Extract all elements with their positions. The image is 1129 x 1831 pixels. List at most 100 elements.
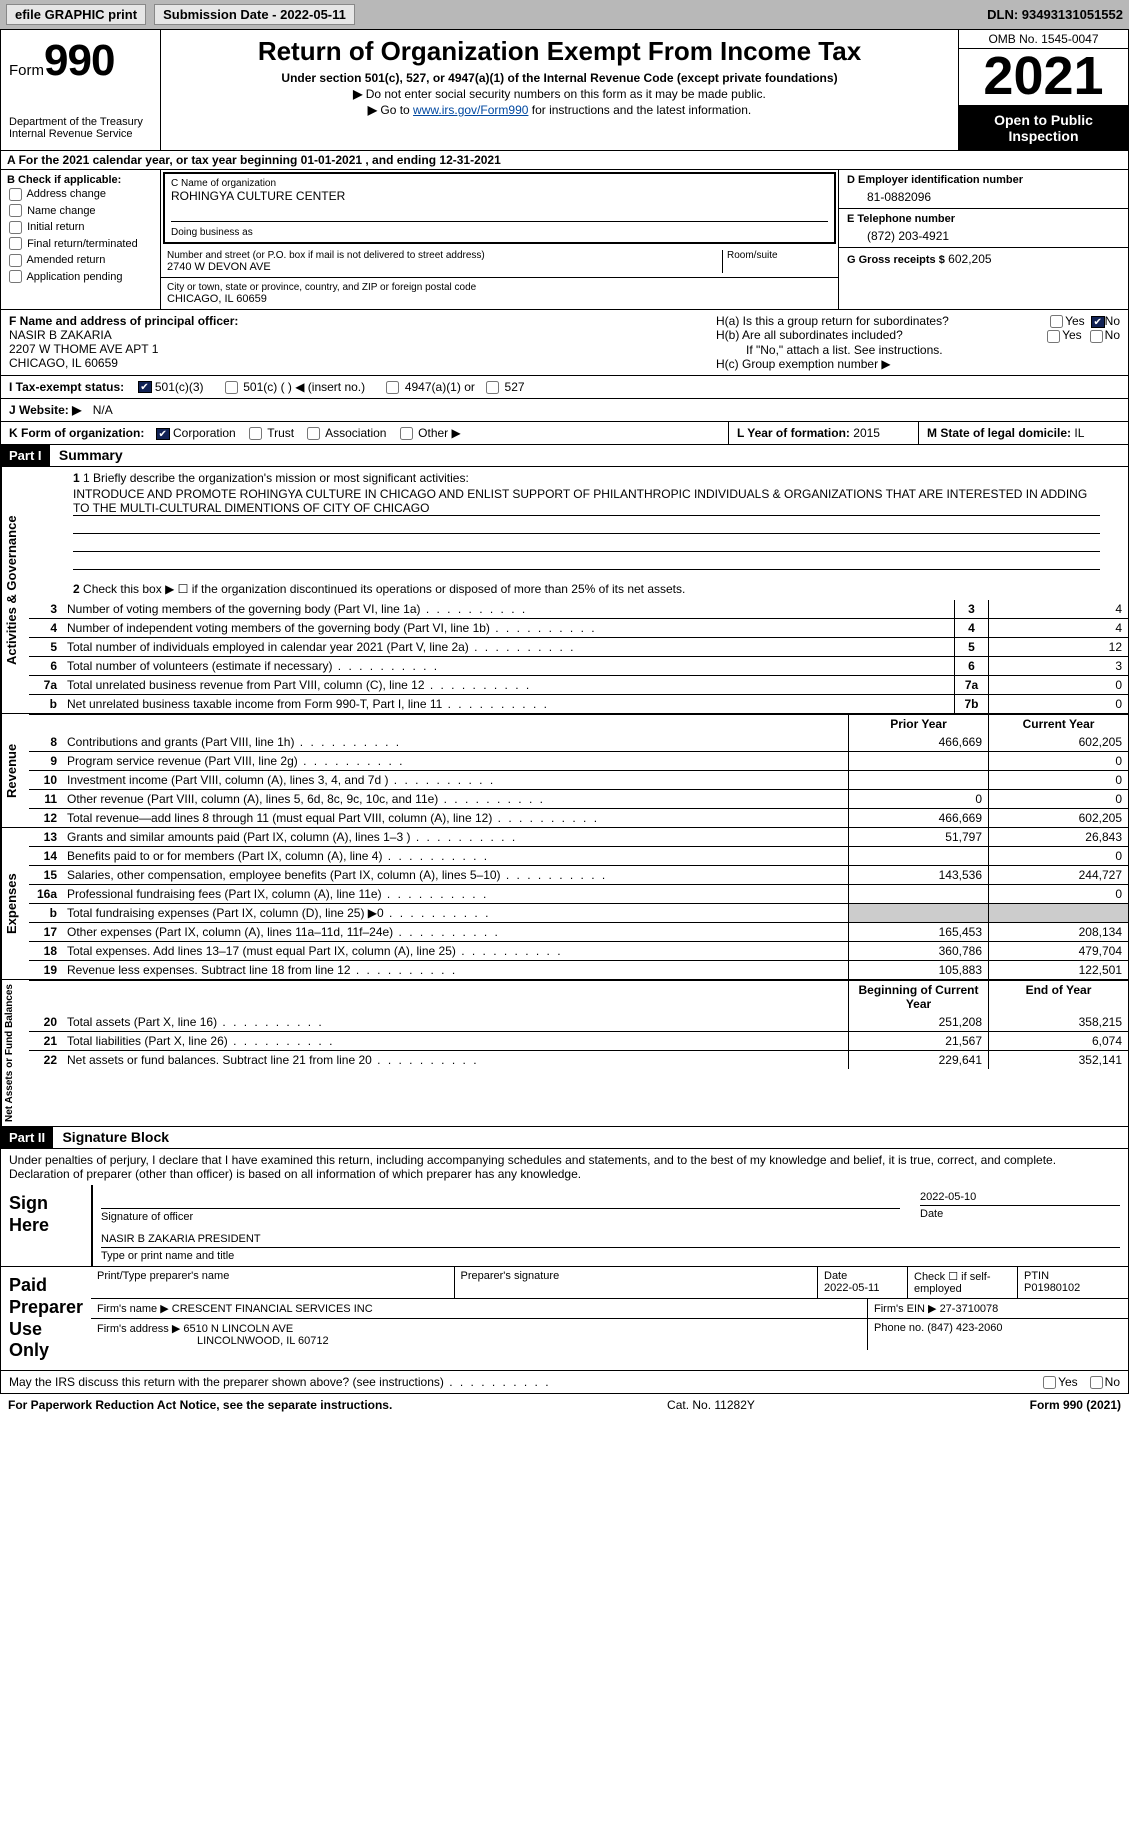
summary-line-15: 15Salaries, other compensation, employee…: [29, 865, 1128, 884]
summary-line-3: 3Number of voting members of the governi…: [29, 600, 1128, 618]
summary-line-21: 21Total liabilities (Part X, line 26)21,…: [29, 1031, 1128, 1050]
summary-line-22: 22Net assets or fund balances. Subtract …: [29, 1050, 1128, 1069]
summary-line-17: 17Other expenses (Part IX, column (A), l…: [29, 922, 1128, 941]
check-trust[interactable]: Trust: [247, 426, 294, 440]
summary-line-20: 20Total assets (Part X, line 16)251,2083…: [29, 1013, 1128, 1031]
officer-group-row: F Name and address of principal officer:…: [0, 310, 1129, 376]
gross-receipts-value: 602,205: [948, 252, 991, 266]
form-footer-id: Form 990 (2021): [1030, 1398, 1121, 1412]
check-address-change[interactable]: Address change: [7, 186, 154, 203]
hb-label: H(b) Are all subordinates included?: [716, 328, 1045, 342]
page-footer: For Paperwork Reduction Act Notice, see …: [0, 1394, 1129, 1416]
entity-info-row: B Check if applicable: Address change Na…: [0, 170, 1129, 310]
check-other[interactable]: Other ▶: [398, 426, 461, 440]
col-end-year: End of Year: [988, 981, 1128, 1013]
box-b: B Check if applicable: Address change Na…: [1, 170, 161, 309]
part2-header-row: Part II Signature Block: [0, 1127, 1129, 1149]
sign-here-label: Sign Here: [1, 1185, 91, 1266]
summary-line-4: 4Number of independent voting members of…: [29, 618, 1128, 637]
form-label: Form: [9, 62, 44, 79]
note-goto-pre: Go to: [380, 103, 413, 117]
q2-discontinued: Check this box ▶ ☐ if the organization d…: [83, 582, 685, 596]
efile-print-button[interactable]: efile GRAPHIC print: [6, 4, 146, 25]
summary-line-5: 5Total number of individuals employed in…: [29, 637, 1128, 656]
check-initial-return[interactable]: Initial return: [7, 219, 154, 236]
perjury-declaration: Under penalties of perjury, I declare th…: [1, 1149, 1128, 1185]
check-corporation[interactable]: ✔ Corporation: [156, 426, 236, 440]
check-self-employed[interactable]: Check ☐ if self-employed: [908, 1267, 1018, 1298]
box-f: F Name and address of principal officer:…: [1, 310, 708, 375]
firm-name: CRESCENT FINANCIAL SERVICES INC: [172, 1303, 373, 1315]
hb-no[interactable]: No: [1088, 328, 1120, 342]
part2-badge: Part II: [1, 1127, 53, 1148]
check-application-pending[interactable]: Application pending: [7, 269, 154, 286]
summary-ag: Activities & Governance 1 1 Briefly desc…: [0, 467, 1129, 714]
org-name: ROHINGYA CULTURE CENTER: [171, 189, 828, 203]
line-a-calendar-year: A For the 2021 calendar year, or tax yea…: [0, 151, 1129, 170]
part1-badge: Part I: [1, 445, 50, 466]
ha-yes[interactable]: Yes: [1048, 314, 1085, 328]
check-4947[interactable]: 4947(a)(1) or: [384, 380, 474, 394]
sig-date-label: Date: [920, 1208, 1120, 1220]
irs-link[interactable]: www.irs.gov/Form990: [413, 103, 528, 117]
cat-no: Cat. No. 11282Y: [392, 1398, 1029, 1412]
summary-line-6: 6Total number of volunteers (estimate if…: [29, 656, 1128, 675]
firm-addr1: 6510 N LINCOLN AVE: [183, 1323, 293, 1335]
prep-name-label: Print/Type preparer's name: [97, 1270, 229, 1282]
check-amended-return[interactable]: Amended return: [7, 252, 154, 269]
summary-line-b: bNet unrelated business taxable income f…: [29, 694, 1128, 713]
ptin-value: P01980102: [1024, 1282, 1080, 1294]
summary-line-9: 9Program service revenue (Part VIII, lin…: [29, 751, 1128, 770]
discuss-yes[interactable]: Yes: [1041, 1375, 1078, 1389]
year-formation-label: L Year of formation:: [737, 426, 850, 440]
tax-year: 2021: [959, 49, 1128, 106]
summary-expenses: Expenses 13Grants and similar amounts pa…: [0, 828, 1129, 980]
vlabel-netassets: Net Assets or Fund Balances: [1, 980, 29, 1126]
check-527[interactable]: 527: [484, 380, 524, 394]
summary-line-18: 18Total expenses. Add lines 13–17 (must …: [29, 941, 1128, 960]
city-value: CHICAGO, IL 60659: [167, 293, 832, 305]
check-final-return[interactable]: Final return/terminated: [7, 236, 154, 253]
form-id-block: Form990 Department of the Treasury Inter…: [1, 30, 161, 150]
firm-addr2: LINCOLNWOOD, IL 60712: [97, 1335, 329, 1347]
dept-treasury: Department of the Treasury: [9, 116, 152, 128]
summary-line-19: 19Revenue less expenses. Subtract line 1…: [29, 960, 1128, 979]
discuss-no[interactable]: No: [1088, 1375, 1120, 1389]
summary-line-12: 12Total revenue—add lines 8 through 11 (…: [29, 808, 1128, 827]
prep-date: 2022-05-11: [824, 1282, 879, 1294]
open-to-public: Open to Public Inspection: [959, 106, 1128, 150]
check-name-change[interactable]: Name change: [7, 203, 154, 220]
street-label: Number and street (or P.O. box if mail i…: [167, 250, 722, 261]
form-header: Form990 Department of the Treasury Inter…: [0, 29, 1129, 151]
check-501c3[interactable]: ✔ 501(c)(3): [138, 380, 204, 394]
check-association[interactable]: Association: [305, 426, 386, 440]
tax-exempt-label: I Tax-exempt status:: [9, 380, 124, 394]
ein-value: 81-0882096: [847, 186, 1120, 204]
paperwork-notice: For Paperwork Reduction Act Notice, see …: [8, 1398, 392, 1412]
summary-netassets: Net Assets or Fund Balances Beginning of…: [0, 980, 1129, 1127]
mission-text: INTRODUCE AND PROMOTE ROHINGYA CULTURE I…: [73, 487, 1100, 516]
hb-yes[interactable]: Yes: [1045, 328, 1082, 342]
form-subtitle: Under section 501(c), 527, or 4947(a)(1)…: [169, 71, 950, 85]
sig-officer-label: Signature of officer: [101, 1211, 900, 1223]
ha-no[interactable]: ✔No: [1091, 314, 1120, 328]
signature-block: Under penalties of perjury, I declare th…: [0, 1149, 1129, 1394]
sig-date: 2022-05-10: [920, 1189, 1120, 1206]
form-number: 990: [44, 36, 114, 85]
website-label: J Website: ▶: [9, 403, 81, 417]
officer-name: NASIR B ZAKARIA: [9, 328, 700, 342]
box-c: C Name of organization ROHINGYA CULTURE …: [161, 170, 838, 309]
box-h: H(a) Is this a group return for subordin…: [708, 310, 1128, 375]
state-domicile-value: IL: [1074, 426, 1084, 440]
dln-label: DLN: 93493131051552: [987, 7, 1123, 22]
check-501c[interactable]: 501(c) ( ) ◀ (insert no.): [223, 380, 365, 394]
submission-date-badge: Submission Date - 2022-05-11: [154, 4, 355, 25]
part1-header-row: Part I Summary: [0, 445, 1129, 467]
type-name-label: Type or print name and title: [101, 1250, 1120, 1262]
firm-phone: (847) 423-2060: [927, 1322, 1002, 1334]
discuss-row: May the IRS discuss this return with the…: [1, 1370, 1128, 1393]
gross-receipts-label: G Gross receipts $: [847, 254, 945, 266]
room-label: Room/suite: [727, 250, 832, 261]
street-value: 2740 W DEVON AVE: [167, 261, 722, 273]
summary-revenue: Revenue Prior Year Current Year 8Contrib…: [0, 714, 1129, 828]
